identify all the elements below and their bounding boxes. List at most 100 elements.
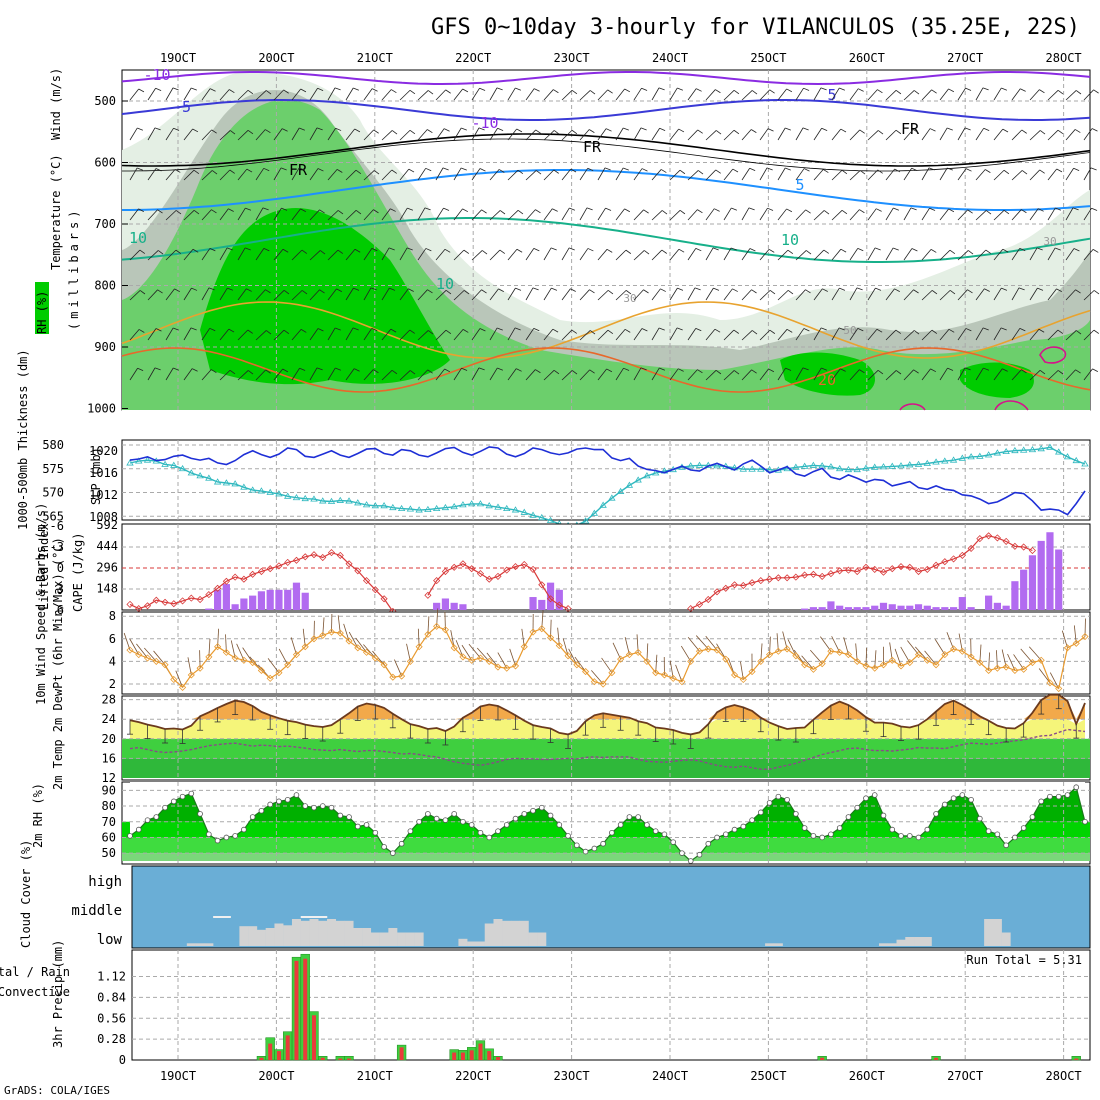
rh-point [819,834,825,841]
upper-wind-barb [1065,330,1077,341]
upper-wind-barb-feather [353,287,360,291]
upper-wind-barb [705,287,714,301]
upper-wind-barb [327,367,336,381]
upper-wind-barb [327,128,336,141]
upper-wind-barb [201,328,211,341]
thickness-line-point [336,496,344,503]
upper-wind-barb-feather [409,89,416,95]
upper-wind-barb [867,370,879,381]
lifted-tick-label: 3 [57,582,64,596]
upper-wind-barb-feather [766,167,773,171]
cape-bar [967,607,975,610]
upper-wind-barb-feather [823,210,830,215]
wind-speed-point [476,654,485,662]
thickness-line-point [914,460,923,467]
upper-wind-barb-feather [858,88,864,92]
upper-wind-barb-feather [173,367,179,371]
upper-wind-barb [219,247,228,261]
thickness-line-point [616,487,625,494]
pressure-tick-label: 800 [94,279,116,293]
wind-speed-point [976,658,984,667]
wind-speed-point [362,648,371,656]
upper-wind-barb [849,328,859,341]
upper-wind-barb [669,368,679,381]
upper-wind-barb-feather [929,207,936,211]
upper-wind-barb-feather [785,127,791,131]
thickness-line-point [213,478,222,485]
cape-bar [459,604,467,610]
thickness-line-point [529,511,537,518]
rh-point [749,817,755,823]
upper-wind-barb [417,248,427,261]
cape-bar [214,589,222,610]
upper-wind-barb-feather [985,249,991,254]
surface-wind-frame [121,611,1091,695]
upper-wind-barb [489,169,500,181]
upper-wind-barb [1029,169,1041,181]
upper-wind-barb-feather [1020,88,1026,92]
cape-bar [231,604,239,610]
upper-wind-barb-feather [894,168,901,173]
wind-speed-point [450,644,458,652]
upper-wind-barb [939,367,948,381]
surface-wind-barb [568,648,578,665]
thickness-tick-label: 570 [42,486,64,500]
slp-tick-label: 1016 [89,466,118,480]
upper-wind-barb-feather [211,209,217,214]
lifted-index-point [897,563,905,571]
upper-wind-barb [1029,370,1041,381]
rh-point [1047,793,1053,800]
precip-conv-legend: Convective [0,985,70,999]
upper-wind-barb-feather [571,329,577,334]
upper-wind-barb-feather [246,288,252,292]
upper-wind-barb-feather [895,370,902,375]
upper-wind-barb-feather [192,128,199,133]
wind-speed-point [862,662,870,670]
upper-wind-barb-feather [229,169,235,174]
surface-wind-axis-label: 10m Wind Speed & Barbs (m/s) [34,503,48,705]
lifted-index-point [380,595,388,603]
upper-wind-barb-feather [427,330,434,335]
upper-wind-barb [1083,167,1092,181]
upper-wind-barb-feather [479,328,486,332]
rh-point [950,795,957,801]
rh-point [915,834,922,841]
cape-bar [923,605,931,610]
wind-speed-point [555,642,563,650]
isotherm-label: FR [289,161,308,179]
wind-speed-point [424,630,432,638]
upper-wind-barb-feather [444,248,451,253]
upper-wind-barb-feather [983,127,990,132]
upper-wind-barb-feather [336,169,343,173]
rh-point [241,826,247,833]
cape-bar [932,607,940,610]
upper-wind-barb-feather [1038,328,1045,333]
rh-point [574,842,580,849]
upper-wind-barb [165,127,174,141]
precip-convective-bar [294,960,299,1060]
surface-wind-barb [1001,649,1007,668]
upper-wind-barb-feather [587,248,594,252]
upper-wind-barb-feather [802,367,809,371]
upper-wind-barb [777,329,788,341]
wind-speed-point [249,658,257,667]
upper-wind-barb [921,368,931,381]
upper-wind-barb [165,210,177,221]
upper-wind-barb [201,248,211,261]
isotherm-label: FR [901,120,920,138]
cape-bar [941,607,949,610]
lifted-index [427,563,569,610]
surface-wind-barb [461,644,473,661]
wind-speed-point [459,653,467,661]
rh-point [135,826,142,833]
lifted-index-point [906,563,914,571]
upper-wind-barb [597,290,609,301]
wind-speed-point [398,672,406,680]
surface-wind-barb [787,639,797,656]
rh-point [171,798,177,805]
upper-wind-barb [381,169,393,181]
thickness-line-point [205,474,213,481]
